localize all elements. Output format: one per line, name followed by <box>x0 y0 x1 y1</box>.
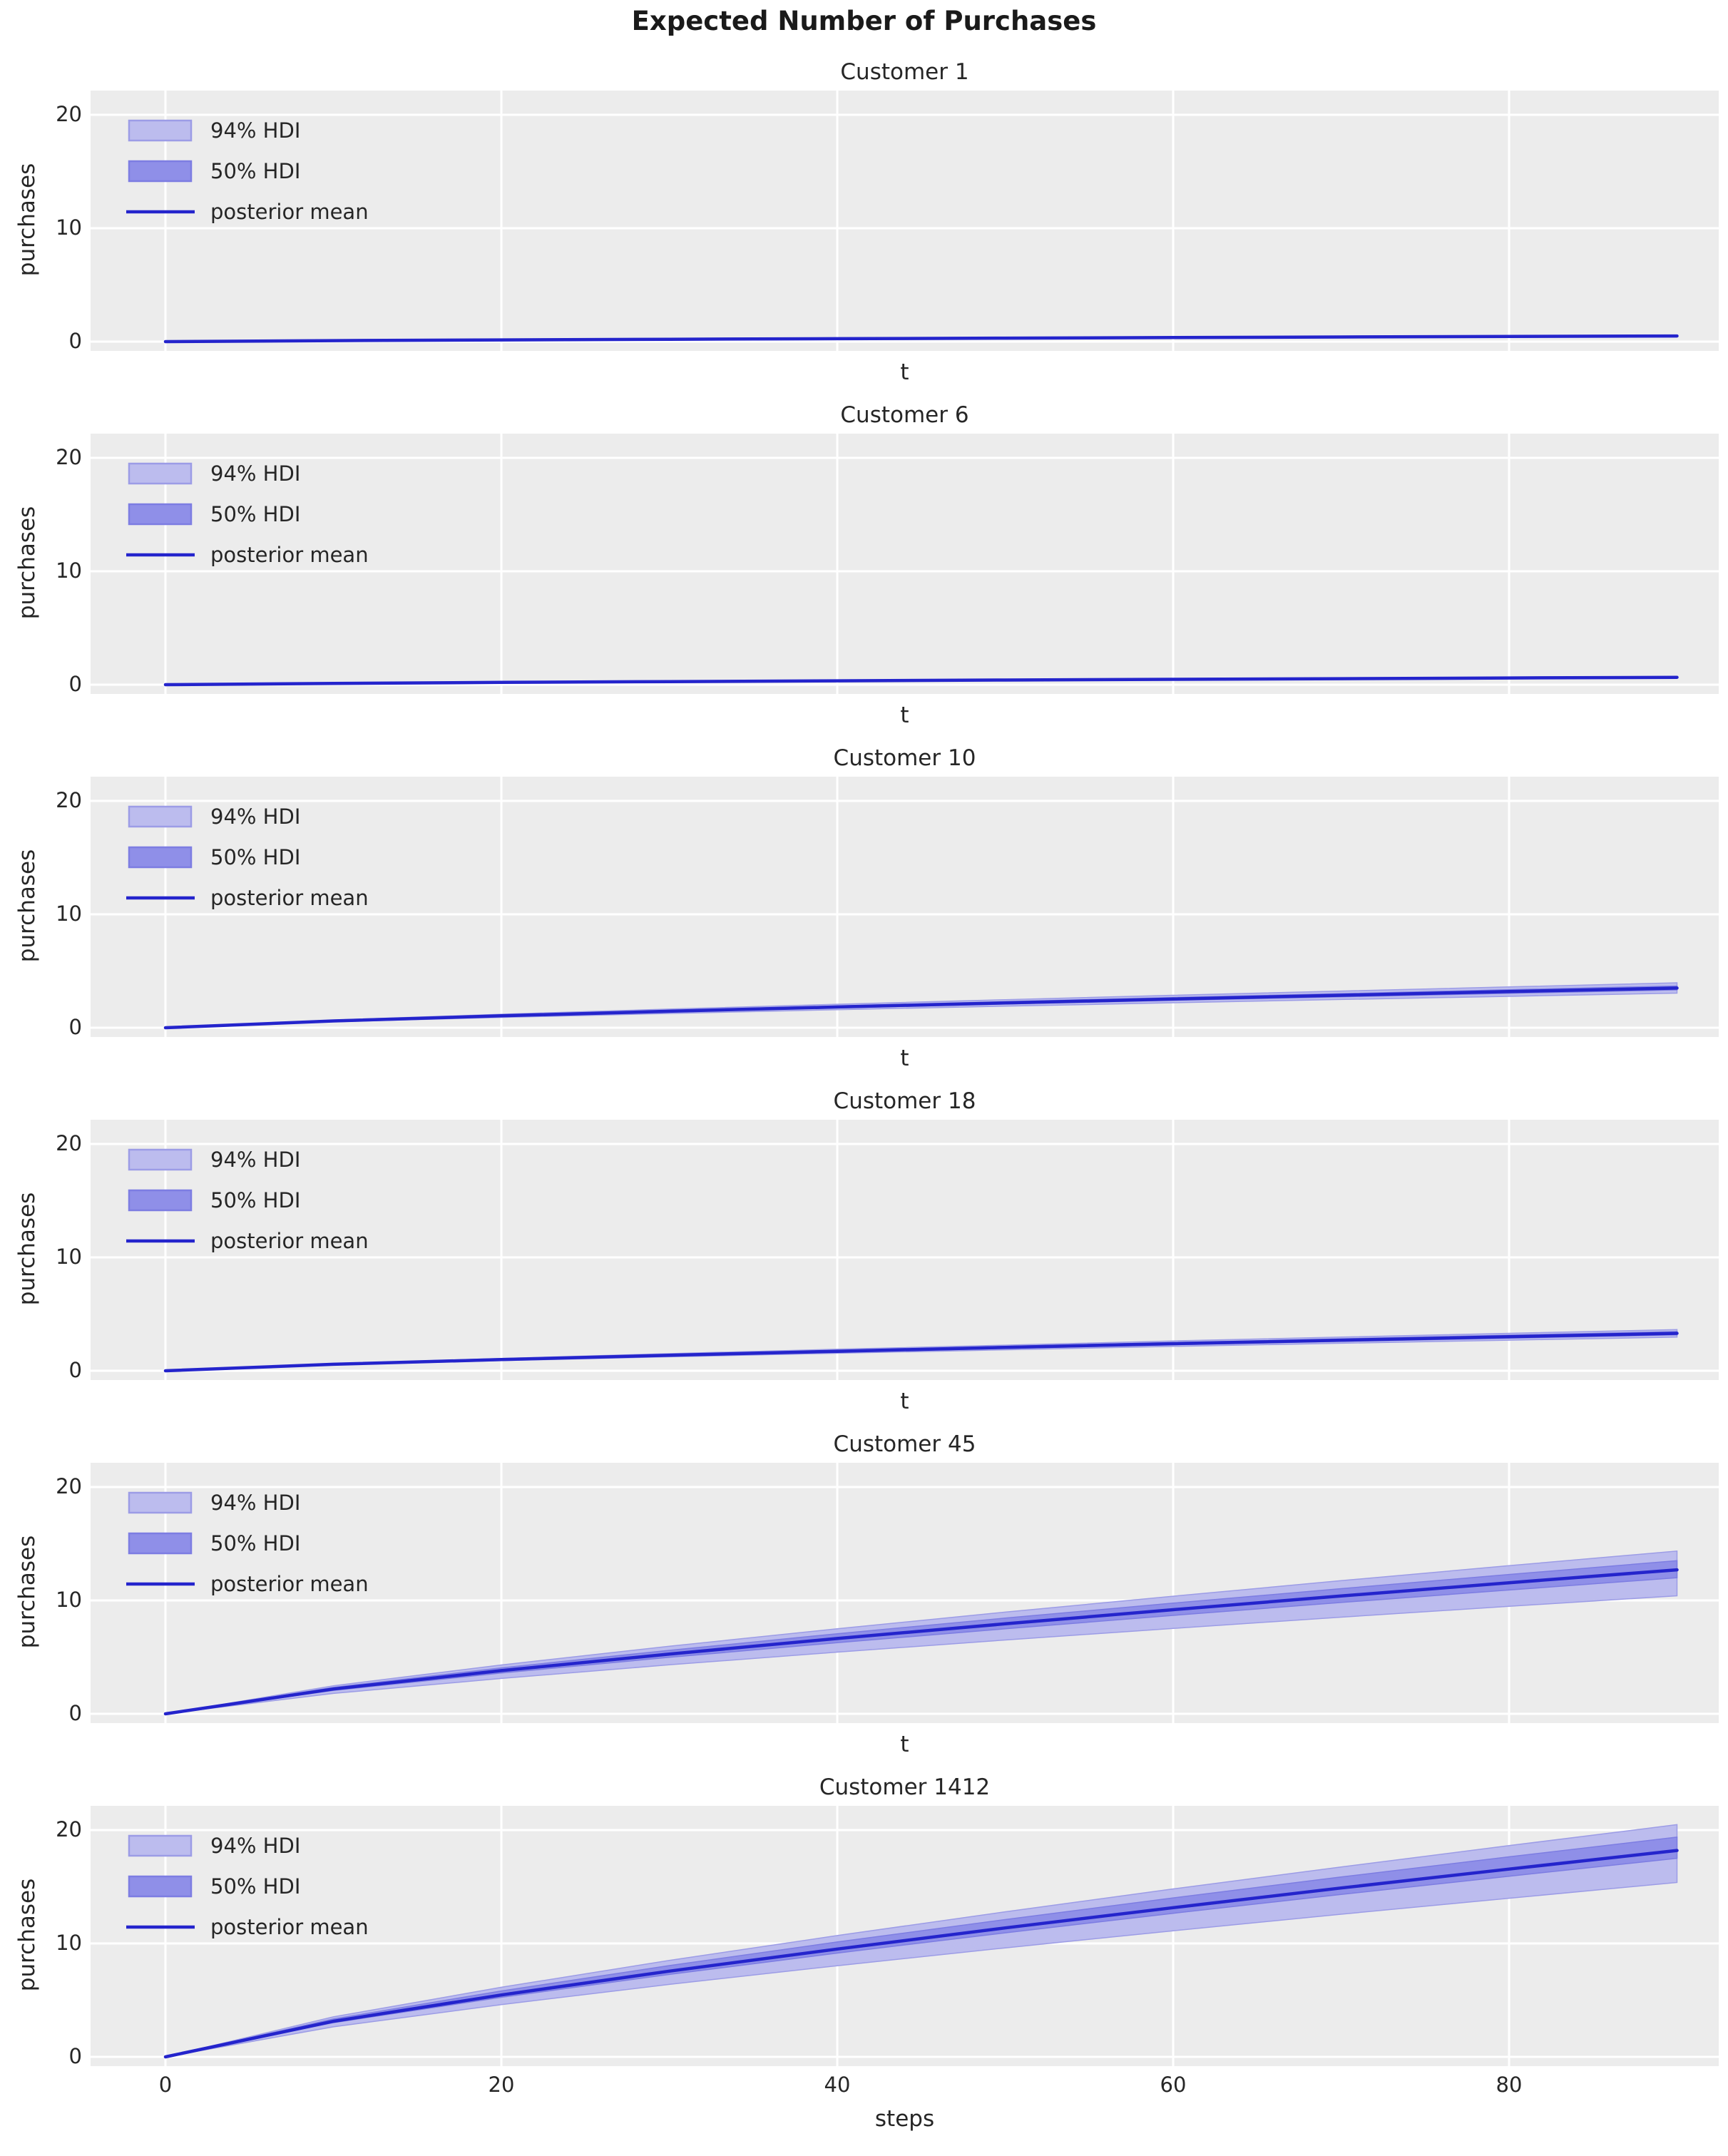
legend-label: posterior mean <box>210 1915 369 1939</box>
legend-label: 94% HDI <box>210 1148 300 1172</box>
y-tick-label: 10 <box>56 1245 82 1269</box>
subplot-title: Customer 6 <box>840 402 969 428</box>
legend-label: 94% HDI <box>210 461 300 486</box>
legend-patch-hdi50 <box>128 846 193 869</box>
legend-label: posterior mean <box>210 886 369 910</box>
legend-label: 50% HDI <box>210 502 300 526</box>
posterior-mean-line <box>163 1568 1679 1716</box>
plot-svg: 94% HDI 50% HDI posterior mean <box>91 91 1719 351</box>
x-tick-label: 80 <box>1496 2073 1523 2097</box>
legend-label: 50% HDI <box>210 1188 300 1212</box>
y-tick-label: 10 <box>56 558 82 583</box>
y-tick-label: 20 <box>56 1131 82 1155</box>
legend-patch-hdi94 <box>128 1834 193 1857</box>
y-tick-label: 20 <box>56 1474 82 1498</box>
legend-label: posterior mean <box>210 1229 369 1253</box>
legend-label: 50% HDI <box>210 845 300 869</box>
subplot-title: Customer 1412 <box>819 1774 991 1800</box>
plot-area: 94% HDI 50% HDI posterior mean <box>91 1120 1719 1380</box>
legend-patch-hdi50 <box>128 1875 193 1898</box>
posterior-mean-line <box>163 334 1679 344</box>
subplot-title: Customer 10 <box>833 745 976 771</box>
legend-patch-hdi94 <box>128 1491 193 1514</box>
x-axis-label: t <box>900 1046 909 1071</box>
y-tick-label: 20 <box>56 102 82 126</box>
y-tick-label: 0 <box>68 672 82 696</box>
legend-patch-hdi50 <box>128 503 193 526</box>
y-tick-label: 0 <box>68 2044 82 2068</box>
subplot-title: Customer 1 <box>840 59 969 85</box>
y-tick-label: 0 <box>68 1015 82 1039</box>
y-tick-label: 10 <box>56 901 82 926</box>
legend-patch-hdi50 <box>128 1189 193 1212</box>
legend-label: posterior mean <box>210 1572 369 1596</box>
x-tick-label: 60 <box>1160 2073 1187 2097</box>
y-tick-label: 0 <box>68 329 82 353</box>
legend-label: 50% HDI <box>210 159 300 183</box>
y-tick-label: 20 <box>56 1817 82 1841</box>
x-axis-label: t <box>900 1389 909 1414</box>
legend-patch-hdi50 <box>128 160 193 183</box>
plot-svg: 94% HDI 50% HDI posterior mean <box>91 434 1719 694</box>
plot-svg: 94% HDI 50% HDI posterior mean <box>91 777 1719 1037</box>
x-axis-label: t <box>900 1732 909 1757</box>
plot-area: 94% HDI 50% HDI posterior mean <box>91 1806 1719 2066</box>
legend-label: 94% HDI <box>210 1491 300 1515</box>
legend-patch-hdi94 <box>128 462 193 485</box>
legend-label: posterior mean <box>210 200 369 224</box>
plot-area: 94% HDI 50% HDI posterior mean <box>91 777 1719 1037</box>
x-tick-label: 40 <box>824 2073 851 2097</box>
y-tick-label: 10 <box>56 215 82 240</box>
legend-label: 94% HDI <box>210 804 300 829</box>
legend-patch-hdi94 <box>128 805 193 828</box>
legend-label: 94% HDI <box>210 118 300 143</box>
y-tick-label: 0 <box>68 1701 82 1725</box>
x-tick-label: 0 <box>158 2073 173 2097</box>
legend-label: 94% HDI <box>210 1834 300 1858</box>
legend-patch-hdi94 <box>128 1148 193 1171</box>
legend-label: 50% HDI <box>210 1874 300 1899</box>
y-tick-label: 0 <box>68 1358 82 1382</box>
plot-svg: 94% HDI 50% HDI posterior mean <box>91 1806 1719 2066</box>
legend-label: 50% HDI <box>210 1531 300 1555</box>
legend-patch-hdi94 <box>128 119 193 142</box>
legend-patch-hdi50 <box>128 1532 193 1555</box>
y-tick-label: 10 <box>56 1931 82 1955</box>
posterior-mean-line <box>163 1849 1679 2059</box>
x-axis-label: t <box>900 703 909 728</box>
legend-label: posterior mean <box>210 543 369 567</box>
subplot-title: Customer 18 <box>833 1088 976 1114</box>
y-tick-label: 10 <box>56 1588 82 1612</box>
posterior-mean-line <box>163 986 1679 1030</box>
posterior-mean-line <box>163 675 1679 687</box>
posterior-mean-line <box>163 1332 1679 1373</box>
plot-area: 94% HDI 50% HDI posterior mean <box>91 91 1719 351</box>
x-axis-label: steps <box>874 2106 935 2132</box>
subplot-title: Customer 45 <box>833 1431 976 1457</box>
x-axis-label: t <box>900 359 909 385</box>
x-tick-label: 20 <box>488 2073 515 2097</box>
plot-svg: 94% HDI 50% HDI posterior mean <box>91 1120 1719 1380</box>
y-tick-label: 20 <box>56 788 82 812</box>
figure-title: Expected Number of Purchases <box>631 6 1097 36</box>
y-tick-label: 20 <box>56 445 82 469</box>
plot-area: 94% HDI 50% HDI posterior mean <box>91 434 1719 694</box>
plot-area: 94% HDI 50% HDI posterior mean <box>91 1463 1719 1723</box>
plot-svg: 94% HDI 50% HDI posterior mean <box>91 1463 1719 1723</box>
